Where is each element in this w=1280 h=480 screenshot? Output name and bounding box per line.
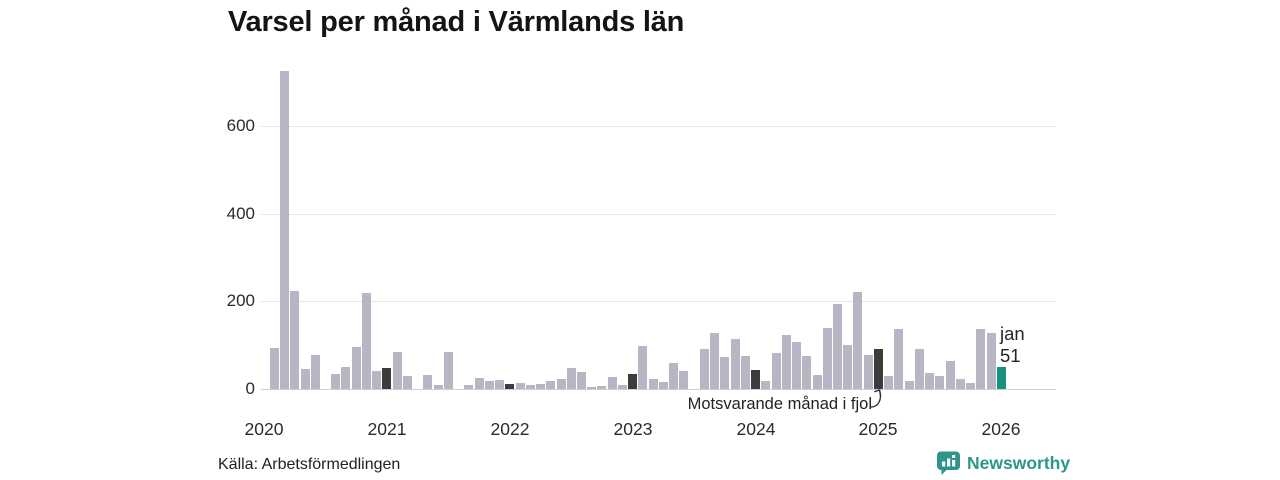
chart-title: Varsel per månad i Värmlands län — [228, 6, 685, 38]
bar-jun-2023 — [679, 371, 689, 389]
bar-okt-2021 — [474, 378, 484, 389]
bar-aug-2020 — [331, 374, 341, 389]
bar-sep-2021 — [464, 385, 474, 389]
bar-jul-2025 — [935, 376, 945, 389]
bar-aug-2025 — [945, 361, 955, 389]
current-bar-label: jan 51 — [1000, 323, 1025, 366]
newsworthy-logo-icon — [937, 451, 960, 475]
x-axis-year-2024: 2024 — [736, 419, 776, 439]
bar-feb-2022 — [515, 383, 525, 389]
bar-jul-2022 — [566, 368, 576, 389]
bar-dec-2022 — [617, 385, 627, 389]
bar-apr-2023 — [658, 382, 668, 389]
x-axis-year-2022: 2022 — [490, 419, 530, 439]
bar-nov-2020 — [361, 293, 371, 389]
y-axis-tick-600: 600 — [226, 116, 255, 135]
bar-jan-2023 — [628, 374, 638, 389]
annotation-fjol-label: Motsvarande månad i fjol — [687, 395, 872, 413]
bar-apr-2024 — [781, 335, 791, 389]
bar-okt-2023 — [720, 357, 730, 389]
bar-dec-2020 — [372, 371, 382, 389]
brand-footer: Newsworthy — [936, 451, 1070, 475]
bar-sep-2023 — [710, 333, 720, 389]
bar-maj-2022 — [546, 381, 556, 389]
gridline-600 — [261, 126, 1056, 127]
bar-nov-2025 — [976, 329, 986, 389]
bar-mar-2023 — [648, 379, 658, 389]
bar-jan-2022 — [505, 384, 515, 389]
bar-mar-2020 — [280, 71, 289, 389]
bar-maj-2020 — [300, 369, 310, 389]
bar-jun-2020 — [310, 355, 320, 389]
bar-sep-2020 — [341, 367, 351, 389]
bar-nov-2023 — [730, 339, 740, 389]
bar-okt-2022 — [597, 386, 607, 389]
bar-jun-2022 — [556, 379, 566, 389]
bar-mar-2022 — [525, 385, 535, 389]
x-axis-year-2025: 2025 — [858, 419, 898, 439]
bar-maj-2023 — [669, 363, 679, 389]
bar-jun-2021 — [433, 385, 443, 389]
gridline-200 — [261, 301, 1056, 302]
brand-name: Newsworthy — [967, 452, 1071, 473]
bar-sep-2024 — [832, 304, 842, 389]
bar-aug-2024 — [822, 328, 832, 389]
bar-feb-2020 — [269, 348, 279, 389]
y-axis-tick-0: 0 — [245, 379, 255, 398]
bar-aug-2022 — [576, 372, 586, 389]
bar-jan-2025 — [873, 349, 883, 389]
bar-nov-2021 — [484, 381, 494, 389]
bar-maj-2025 — [914, 349, 924, 389]
bar-mar-2024 — [771, 353, 781, 389]
annotation-arrow-icon — [869, 389, 882, 408]
x-axis-year-2020: 2020 — [244, 419, 284, 439]
bar-sep-2025 — [955, 379, 965, 389]
bar-sep-2022 — [587, 387, 597, 389]
bar-feb-2025 — [884, 376, 894, 389]
bar-maj-2024 — [792, 342, 801, 389]
bar-jan-2024 — [751, 370, 760, 389]
bar-apr-2022 — [536, 384, 545, 389]
bar-nov-2022 — [607, 377, 617, 389]
x-axis-year-2023: 2023 — [613, 419, 653, 439]
bar-jul-2024 — [812, 375, 822, 389]
bar-apr-2025 — [904, 381, 914, 389]
bar-feb-2021 — [392, 352, 402, 389]
bar-apr-2020 — [290, 291, 300, 389]
current-bar-value: 51 — [1000, 344, 1021, 366]
current-bar-month: jan — [1000, 323, 1025, 344]
bar-dec-2021 — [495, 380, 504, 389]
bar-okt-2024 — [843, 345, 853, 389]
bar-jun-2024 — [802, 356, 812, 389]
bar-okt-2025 — [966, 383, 976, 389]
x-axis-year-2021: 2021 — [367, 419, 407, 439]
bar-okt-2020 — [351, 347, 361, 389]
bar-aug-2023 — [699, 349, 709, 389]
bar-mar-2025 — [894, 329, 904, 389]
bar-nov-2024 — [853, 292, 863, 389]
bar-feb-2023 — [638, 346, 648, 389]
x-axis-line — [261, 389, 1056, 390]
bar-dec-2025 — [986, 333, 996, 389]
bar-dec-2024 — [863, 355, 873, 389]
bar-jun-2025 — [925, 373, 935, 389]
x-axis-year-2026: 2026 — [981, 419, 1021, 439]
bar-feb-2024 — [761, 381, 771, 389]
y-axis-tick-200: 200 — [226, 291, 255, 310]
y-axis-tick-400: 400 — [226, 204, 255, 223]
bar-maj-2021 — [423, 375, 433, 389]
bar-mar-2021 — [402, 376, 412, 389]
bar-dec-2023 — [740, 356, 750, 389]
bar-jan-2026 — [996, 367, 1006, 389]
bar-jan-2021 — [382, 368, 392, 389]
bar-jul-2021 — [443, 352, 453, 389]
source-note: Källa: Arbetsförmedlingen — [218, 456, 401, 473]
gridline-400 — [261, 214, 1056, 215]
